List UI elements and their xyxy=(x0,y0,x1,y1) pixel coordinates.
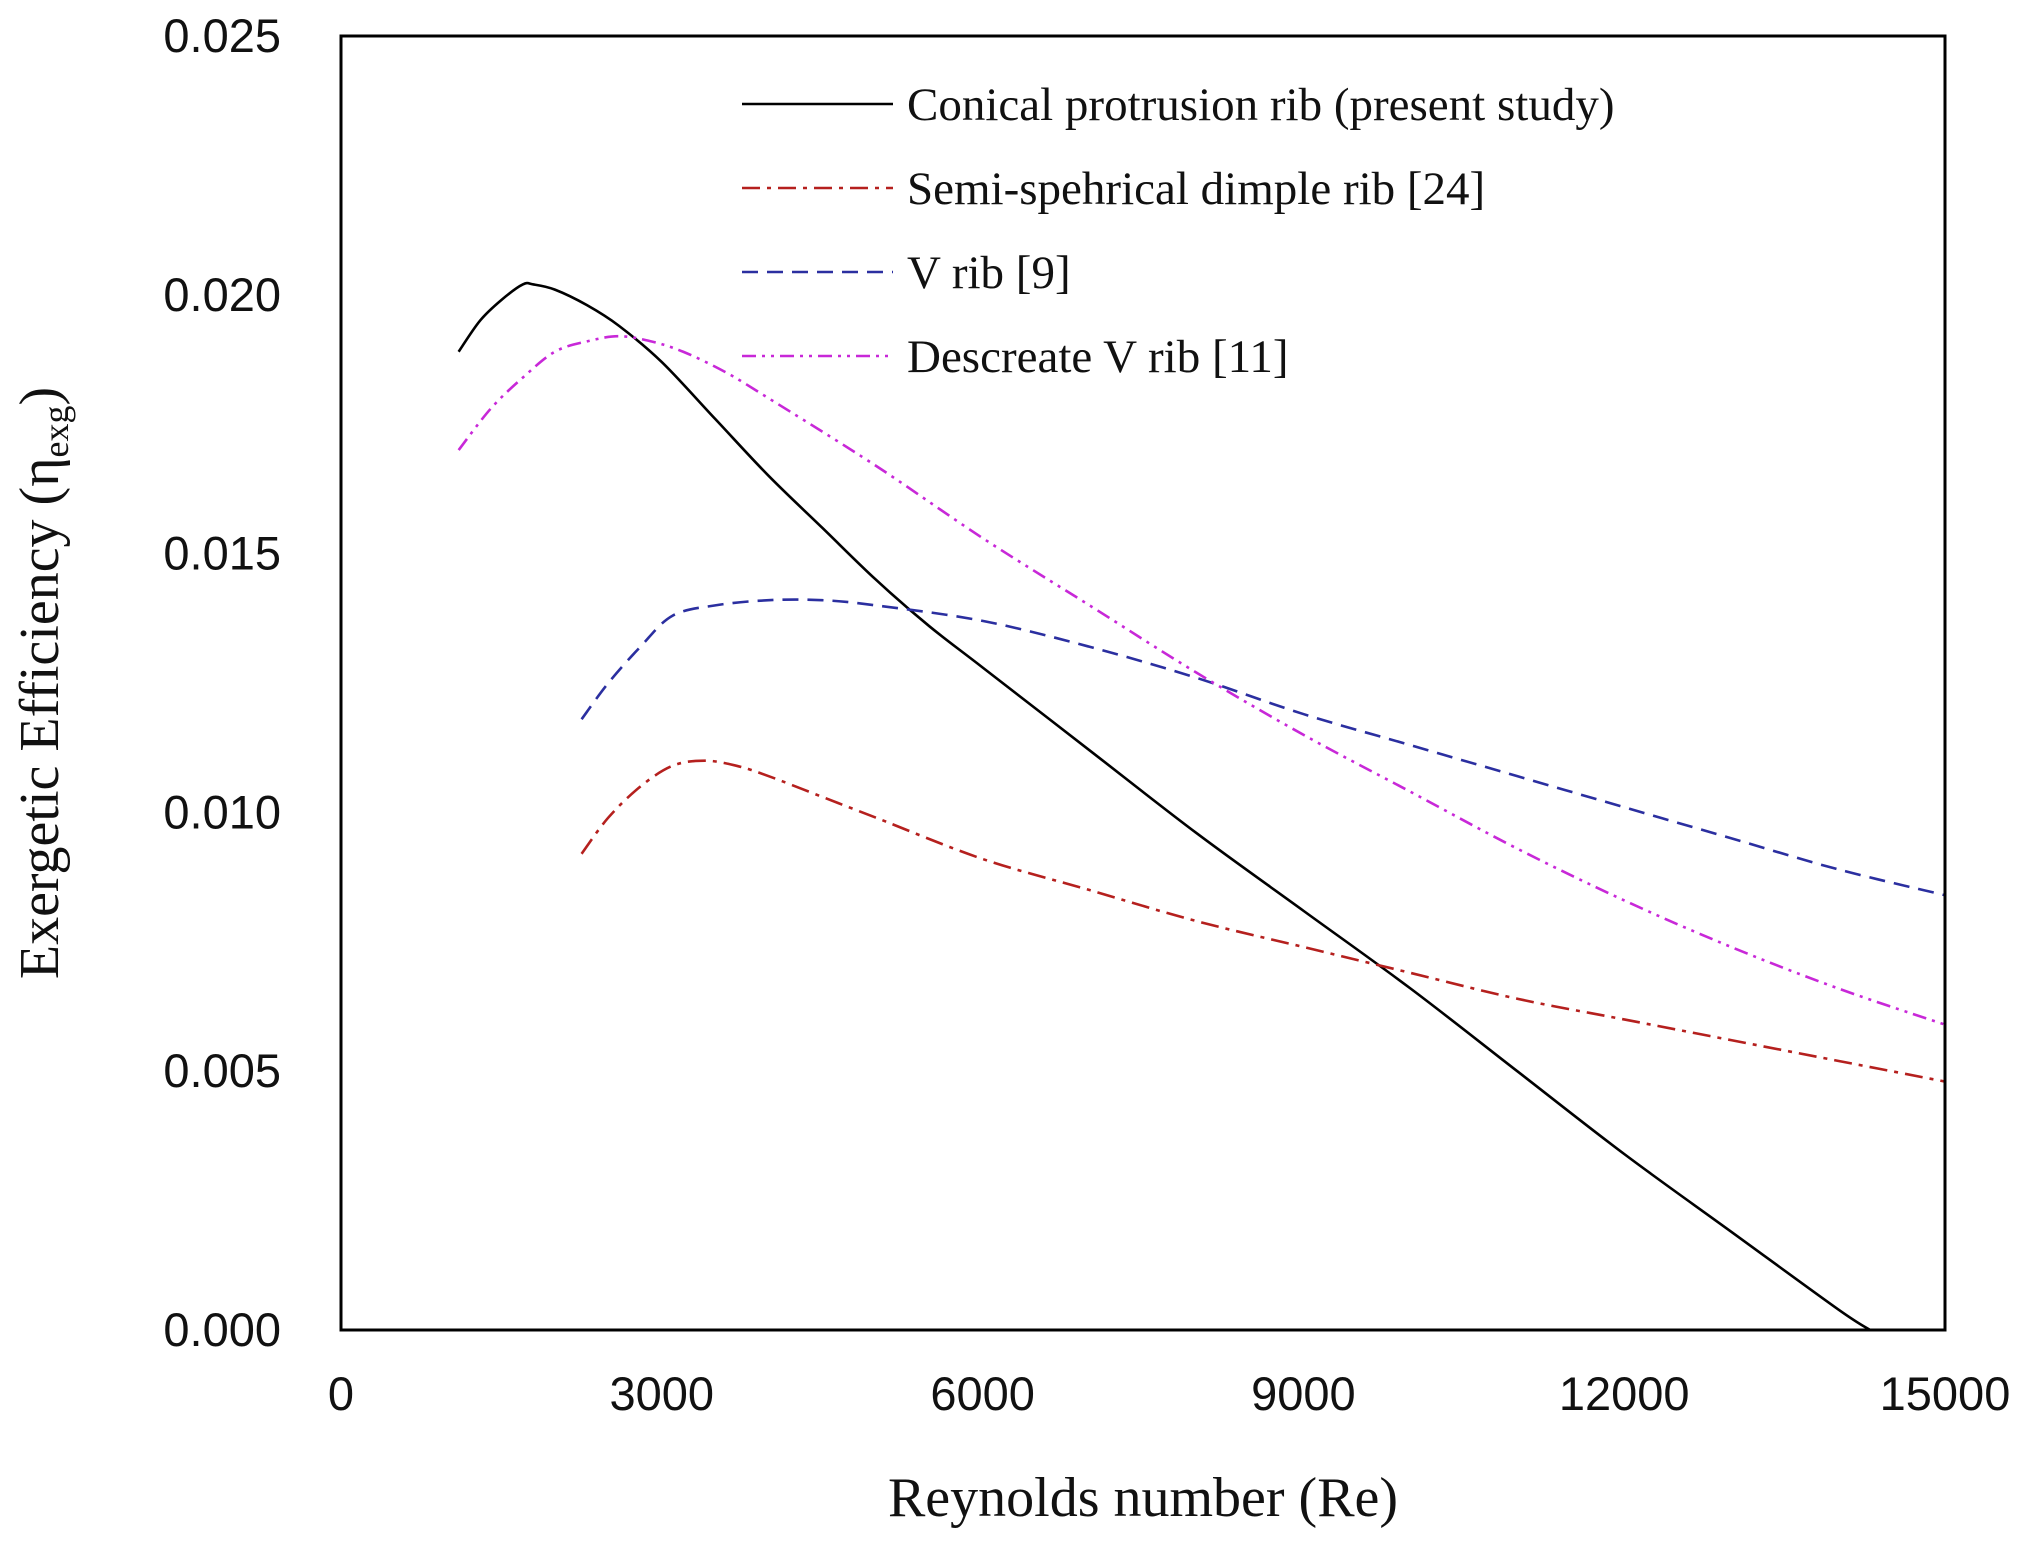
series-line-discrete-v-rib xyxy=(457,334,1946,1026)
legend-label-conical-protrusion: Conical protrusion rib (present study) xyxy=(907,79,1614,131)
y-axis-title: Exergetic Efficiency (ηexg) xyxy=(9,387,76,979)
y-tick-label: 0.020 xyxy=(163,268,281,321)
y-tick-label: 0.010 xyxy=(163,785,281,838)
x-tick-label: 0 xyxy=(328,1367,354,1420)
x-tick-label: 3000 xyxy=(610,1367,715,1420)
x-tick-label: 12000 xyxy=(1559,1367,1690,1420)
y-tick-label: 0.000 xyxy=(163,1303,281,1356)
legend-label-v-rib: V rib [9] xyxy=(907,247,1071,299)
y-tick-label: 0.015 xyxy=(163,527,281,580)
x-axis-title: Reynolds number (Re) xyxy=(888,1467,1398,1529)
legend: Conical protrusion rib (present study) Se… xyxy=(742,79,1614,383)
x-tick-label: 6000 xyxy=(930,1367,1035,1420)
series-line-conical-protrusion xyxy=(457,281,1871,1332)
y-tick-label: 0.025 xyxy=(163,9,281,62)
series-line-v-rib xyxy=(580,598,1946,897)
y-axis-title-close: ) xyxy=(9,387,71,406)
x-tick-label: 15000 xyxy=(1880,1367,2011,1420)
x-tick-label: 9000 xyxy=(1251,1367,1356,1420)
plot-frame xyxy=(339,34,1947,1332)
series-layer xyxy=(457,281,1946,1332)
legend-label-discrete-v-rib: Descreate V rib [11] xyxy=(907,331,1289,383)
series-line-semi-spherical-dimple xyxy=(580,759,1946,1083)
tick-layer: 0 3000 6000 9000 12000 15000 0.000 0.005 0.010 0.… xyxy=(163,9,2010,1420)
y-axis-title-subscript: exg xyxy=(36,406,76,458)
y-axis-title-main: Exergetic Efficiency (η xyxy=(9,458,71,980)
legend-label-semi-spherical-dimple: Semi-spehrical dimple rib [24] xyxy=(907,163,1485,215)
y-tick-label: 0.005 xyxy=(163,1044,281,1097)
